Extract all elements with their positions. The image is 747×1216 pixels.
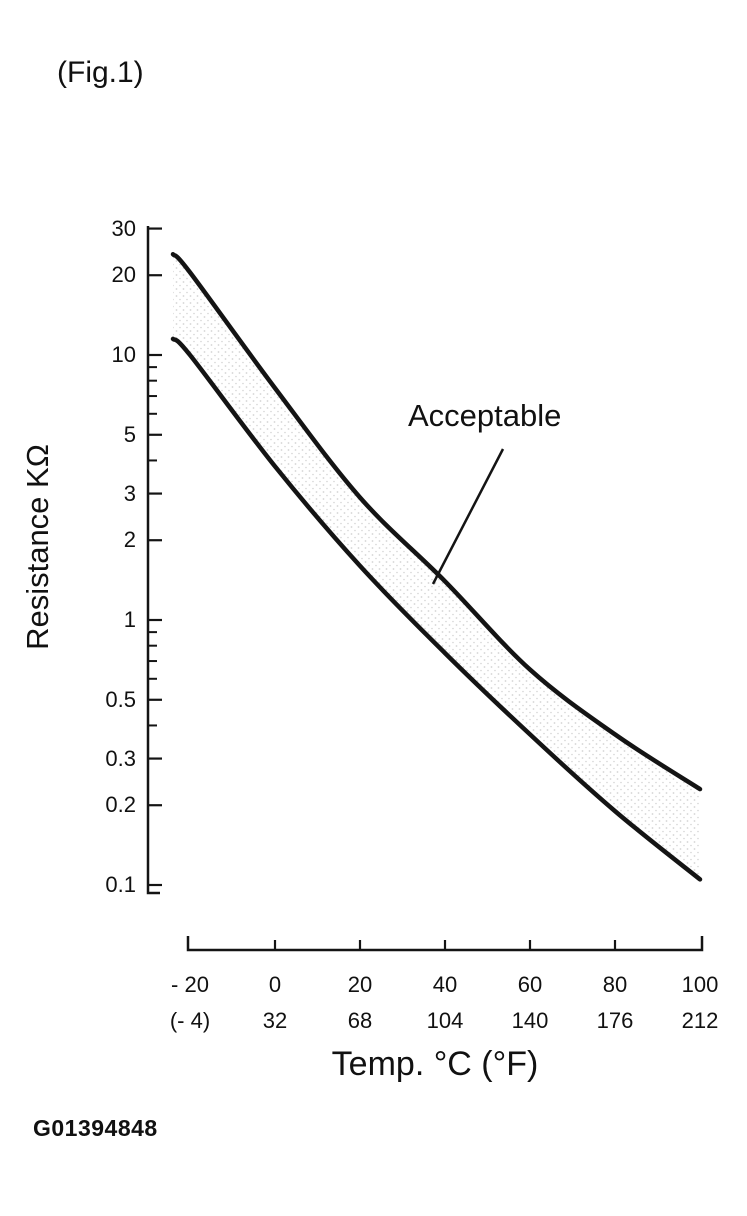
- acceptable-band: [173, 254, 700, 880]
- x-tick-label-fahrenheit: 176: [596, 1008, 634, 1033]
- y-tick-label: 10: [111, 342, 136, 367]
- x-tick-label-fahrenheit: (- 4): [169, 1008, 211, 1033]
- y-tick-label: 1: [123, 607, 136, 632]
- x-tick-label-celsius: - 20: [171, 972, 209, 997]
- annotation-leader-line: [431, 448, 505, 585]
- x-tick-label-celsius: 60: [517, 972, 543, 997]
- x-tick-label-celsius: 100: [681, 972, 719, 997]
- x-tick-label-celsius: 0: [268, 972, 282, 997]
- lower-limit-curve: [170, 336, 703, 882]
- y-tick-label: 0.5: [105, 686, 136, 712]
- x-tick-label-celsius: 20: [347, 972, 373, 997]
- y-tick-label: 2: [123, 527, 136, 553]
- figure-code: G01394848: [33, 1115, 158, 1141]
- x-tick-label-celsius: 80: [602, 972, 628, 997]
- y-axis-label: Resistance KΩ: [20, 444, 55, 650]
- y-axis-line: [146, 226, 160, 895]
- y-tick-label: 3: [123, 480, 136, 506]
- x-tick-label-fahrenheit: 68: [347, 1008, 373, 1033]
- y-tick-label: 5: [123, 421, 136, 447]
- x-tick-label-fahrenheit: 140: [511, 1008, 549, 1033]
- x-tick-label-celsius: 40: [432, 972, 458, 997]
- x-tick-label-fahrenheit: 104: [426, 1008, 464, 1033]
- y-tick-label: 0.3: [105, 745, 136, 771]
- y-tick-label: 0.1: [105, 872, 136, 897]
- y-tick-label: 30: [111, 215, 136, 241]
- y-tick-label: 0.2: [105, 792, 136, 818]
- y-tick-label: 20: [111, 262, 136, 288]
- x-tick-label-fahrenheit: 212: [681, 1008, 719, 1033]
- x-axis-label: Temp. °C (°F): [331, 1045, 539, 1083]
- x-tick-label-fahrenheit: 32: [262, 1008, 288, 1033]
- upper-limit-curve: [170, 251, 703, 792]
- acceptable-band-label: Acceptable: [408, 398, 562, 433]
- figure-title: (Fig.1): [57, 56, 144, 89]
